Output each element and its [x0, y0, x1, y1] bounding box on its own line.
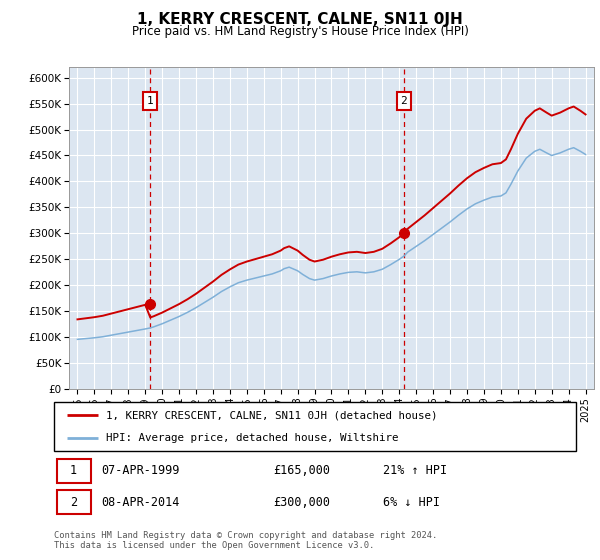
Text: 2: 2: [70, 496, 77, 509]
Bar: [56, 491, 91, 514]
Text: 2: 2: [400, 96, 407, 106]
Text: £165,000: £165,000: [273, 464, 330, 478]
Text: Contains HM Land Registry data © Crown copyright and database right 2024.
This d: Contains HM Land Registry data © Crown c…: [54, 530, 437, 550]
Text: 1: 1: [70, 464, 77, 478]
Text: 1: 1: [146, 96, 153, 106]
Text: 1, KERRY CRESCENT, CALNE, SN11 0JH: 1, KERRY CRESCENT, CALNE, SN11 0JH: [137, 12, 463, 27]
Text: 6% ↓ HPI: 6% ↓ HPI: [383, 496, 440, 509]
Text: HPI: Average price, detached house, Wiltshire: HPI: Average price, detached house, Wilt…: [106, 433, 398, 443]
Text: 07-APR-1999: 07-APR-1999: [101, 464, 179, 478]
Text: Price paid vs. HM Land Registry's House Price Index (HPI): Price paid vs. HM Land Registry's House …: [131, 25, 469, 38]
Text: 08-APR-2014: 08-APR-2014: [101, 496, 179, 509]
Text: £300,000: £300,000: [273, 496, 330, 509]
Bar: [56, 459, 91, 483]
Text: 21% ↑ HPI: 21% ↑ HPI: [383, 464, 447, 478]
Text: 1, KERRY CRESCENT, CALNE, SN11 0JH (detached house): 1, KERRY CRESCENT, CALNE, SN11 0JH (deta…: [106, 410, 438, 421]
